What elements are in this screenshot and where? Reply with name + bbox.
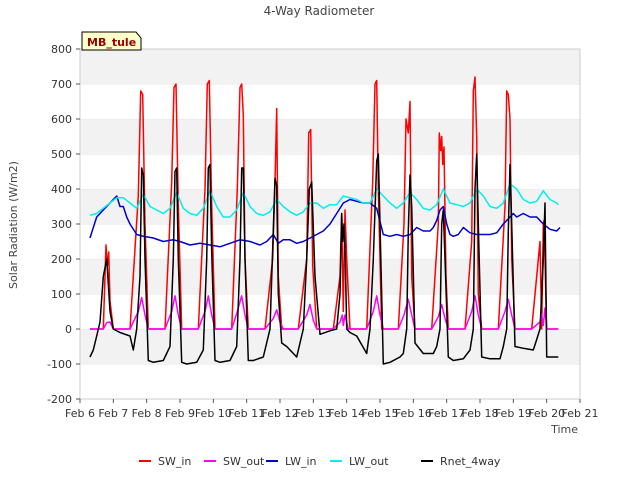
x-tick-label: Feb 7 xyxy=(98,407,128,420)
x-tick-label: Feb 11 xyxy=(228,407,265,420)
y-tick-label: 0 xyxy=(65,323,72,336)
x-axis-label: Time xyxy=(550,423,578,436)
x-tick-label: Feb 20 xyxy=(528,407,565,420)
annotation-label: MB_tule xyxy=(87,36,136,49)
y-axis-ticks: -200 -100 0 100 200 300 400 500 600 700 800 xyxy=(47,43,80,406)
legend-label: Rnet_4way xyxy=(440,455,501,468)
chart-title: 4-Way Radiometer xyxy=(264,4,375,18)
y-tick-label: 700 xyxy=(51,78,72,91)
y-tick-label: 200 xyxy=(51,253,72,266)
grid-band xyxy=(80,259,580,294)
y-tick-label: 400 xyxy=(51,183,72,196)
y-tick-label: 300 xyxy=(51,218,72,231)
y-tick-label: 100 xyxy=(51,288,72,301)
y-tick-label: -200 xyxy=(47,393,72,406)
grid-band xyxy=(80,84,580,119)
annotation-tag-shape xyxy=(81,31,142,51)
series-line-lw-in xyxy=(89,195,561,248)
x-tick-label: Feb 13 xyxy=(295,407,332,420)
series-lines xyxy=(89,76,561,365)
legend-label: SW_out xyxy=(223,455,265,468)
x-tick-label: Feb 17 xyxy=(428,407,465,420)
series-line-lw-out xyxy=(89,183,559,218)
y-tick-label: 500 xyxy=(51,148,72,161)
x-tick-label: Feb 15 xyxy=(362,407,399,420)
grid-band xyxy=(80,189,580,224)
series-line-rnet-4way xyxy=(89,153,559,365)
station-annotation: MB_tule xyxy=(81,31,142,51)
x-tick-label: Feb 16 xyxy=(395,407,432,420)
legend-label: LW_out xyxy=(349,455,389,468)
x-tick-label: Feb 14 xyxy=(328,407,365,420)
x-tick-label: Feb 8 xyxy=(132,407,162,420)
grid-band xyxy=(80,294,580,329)
x-tick-label: Feb 12 xyxy=(262,407,299,420)
grid-band xyxy=(80,364,580,399)
y-axis-label: Solar Radiation (W/m2) xyxy=(7,161,20,289)
y-tick-label: 600 xyxy=(51,113,72,126)
legend-label: SW_in xyxy=(158,455,191,468)
grid-bands xyxy=(80,48,580,399)
legend-label: LW_in xyxy=(285,455,317,468)
x-tick-label: Feb 18 xyxy=(462,407,499,420)
y-tick-label: -100 xyxy=(47,358,72,371)
x-tick-label: Feb 19 xyxy=(495,407,532,420)
x-tick-label: Feb 10 xyxy=(195,407,232,420)
grid-band xyxy=(80,119,580,154)
x-tick-label: Feb 21 xyxy=(562,407,599,420)
grid-band xyxy=(80,224,580,259)
y-tick-label: 800 xyxy=(51,43,72,56)
x-tick-label: Feb 6 xyxy=(65,407,95,420)
grid-band xyxy=(80,49,580,84)
x-tick-label: Feb 9 xyxy=(165,407,195,420)
grid-band xyxy=(80,154,580,189)
legend: SW_in SW_out LW_in LW_out Rnet_4way xyxy=(139,455,501,468)
